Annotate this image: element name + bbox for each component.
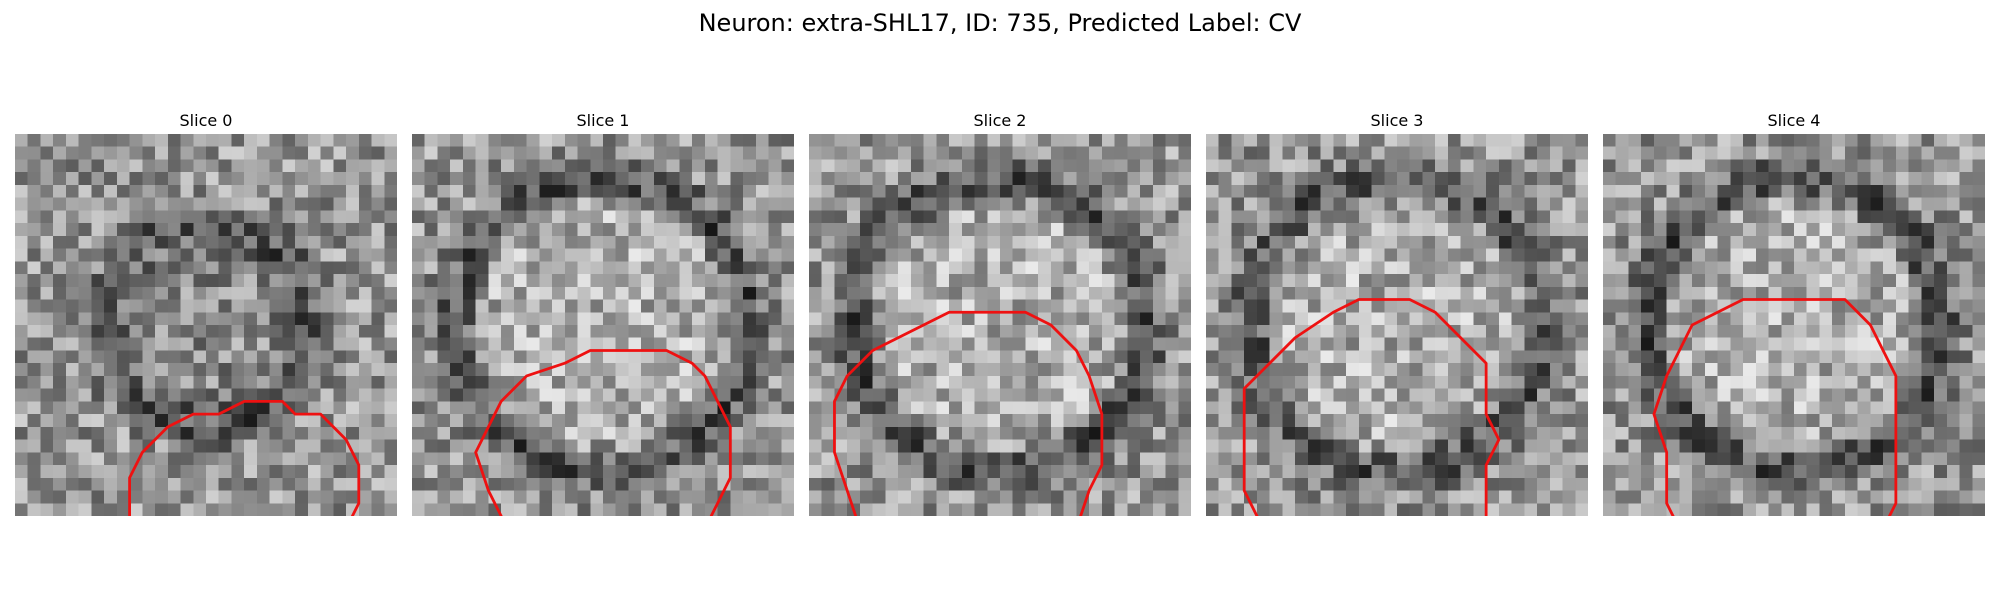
slice-image-0 [15,134,397,516]
contour-outline-3 [1242,298,1501,516]
slice-title-3: Slice 3 [1370,111,1424,130]
contour-outline-1 [474,349,732,516]
slice-panel-4: Slice 4 [1603,108,1985,516]
slice-panel-2: Slice 2 [809,108,1191,516]
slice-title-1: Slice 1 [576,111,630,130]
contour-outline-2 [833,310,1104,516]
slice-image-4 [1603,134,1985,516]
slice-title-4: Slice 4 [1767,111,1821,130]
contour-outline-4 [1652,298,1898,516]
slice-image-3 [1206,134,1588,516]
slice-title-0: Slice 0 [179,111,233,130]
slice-image-1 [412,134,794,516]
slice-image-2 [809,134,1191,516]
figure-title: Neuron: extra-SHL17, ID: 735, Predicted … [698,9,1302,37]
slice-panel-3: Slice 3 [1206,108,1588,516]
slice-title-2: Slice 2 [973,111,1027,130]
slice-panel-1: Slice 1 [412,108,794,516]
slice-panel-0: Slice 0 [15,108,397,516]
contour-outline-0 [128,399,361,516]
